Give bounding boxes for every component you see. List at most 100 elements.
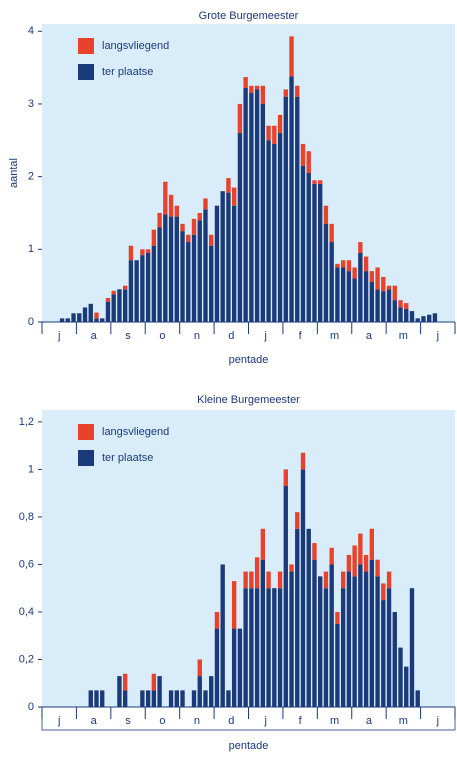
bar-segment (295, 528, 300, 707)
bar-segment (386, 571, 392, 589)
bar-segment (346, 271, 352, 322)
bar-segment (82, 307, 88, 322)
bar-segment (237, 628, 243, 707)
bar-segment (243, 571, 248, 589)
x-tick-label: m (399, 715, 408, 727)
bar-segment (277, 133, 283, 322)
bar-segment (203, 690, 208, 707)
bar-segment (386, 289, 392, 322)
bar-segment (266, 588, 271, 707)
bar-segment (209, 676, 214, 707)
bar-segment (191, 218, 197, 235)
bar-segment (346, 260, 352, 272)
bar-segment (300, 143, 306, 166)
bar-segment (122, 289, 128, 322)
bar-segment (226, 192, 231, 322)
bar-segment (300, 165, 306, 322)
bar-segment (381, 600, 386, 707)
bar-segment (363, 554, 369, 572)
bar-segment (122, 285, 128, 290)
bar-segment (369, 559, 375, 707)
bar-segment (392, 285, 397, 301)
legend-swatch (78, 64, 94, 80)
bar-segment (71, 313, 76, 322)
bar-segment (197, 212, 202, 221)
bar-segment (369, 528, 375, 560)
x-tick-label: a (91, 715, 98, 727)
bar-segment (358, 252, 363, 322)
bar-segment (94, 318, 99, 322)
bar-segment (404, 666, 409, 707)
bar-segment (329, 242, 334, 322)
y-tick-label: 2 (28, 171, 34, 183)
bar-segment (266, 571, 271, 589)
bar-segment (427, 314, 432, 322)
bar-segment (398, 300, 403, 308)
bar-segment (329, 564, 334, 707)
bar-segment (386, 285, 392, 290)
bar-segment (312, 559, 317, 707)
x-tick-label: j (263, 715, 266, 727)
bar-segment (363, 571, 369, 707)
legend-swatch (78, 450, 94, 466)
bar-segment (88, 690, 93, 707)
bar-segment (243, 87, 248, 323)
bar-segment (340, 588, 346, 707)
bar-segment (122, 673, 128, 691)
bar-segment (272, 143, 277, 322)
y-tick-label: 1 (28, 463, 34, 475)
bar-segment (77, 313, 82, 322)
y-tick-label: 1 (28, 243, 34, 255)
bar-segment (289, 571, 294, 707)
bar-segment (358, 564, 363, 707)
bar-segment (128, 260, 134, 322)
bar-segment (186, 234, 191, 243)
bar-segment (163, 214, 168, 322)
bar-segment (289, 76, 294, 322)
bar-segment (243, 588, 248, 707)
bar-segment (318, 576, 323, 707)
bar-segment (145, 690, 151, 707)
bar-segment (289, 36, 294, 77)
bar-segment (100, 318, 105, 322)
bar-segment (277, 571, 283, 589)
bar-segment (105, 298, 111, 302)
x-tick-label: a (91, 330, 98, 342)
bar-segment (392, 300, 397, 322)
bar-segment (134, 260, 139, 322)
bar-segment (197, 676, 202, 707)
bar-segment (65, 318, 70, 322)
bar-segment (237, 133, 243, 322)
legend-label: ter plaatse (102, 452, 153, 464)
bar-segment (145, 249, 151, 253)
bar-segment (254, 89, 260, 322)
bar-segment (168, 194, 174, 217)
bar-segment (300, 469, 306, 707)
bar-segment (346, 571, 352, 707)
bar-segment (186, 242, 191, 322)
bar-segment (283, 469, 288, 487)
bar-segment (94, 690, 99, 707)
bar-segment (203, 209, 208, 322)
legend-label: langsvliegend (102, 426, 169, 438)
bar-segment (346, 554, 352, 572)
bar-segment (306, 151, 311, 173)
bar-segment (140, 255, 145, 322)
bar-segment (306, 528, 311, 707)
bar-segment (318, 183, 323, 322)
x-tick-label: m (330, 330, 339, 342)
x-tick-label: j (57, 715, 60, 727)
bar-segment (386, 588, 392, 707)
legend-swatch (78, 424, 94, 440)
bar-segment (260, 85, 266, 104)
bar-segment (197, 659, 202, 677)
bar-segment (409, 588, 415, 707)
bar-segment (375, 576, 380, 707)
bar-segment (421, 316, 426, 322)
bar-segment (369, 282, 375, 322)
bar-segment (335, 611, 340, 624)
bar-segment (312, 543, 317, 560)
bar-segment (398, 307, 403, 322)
bar-segment (409, 311, 415, 322)
bar-segment (415, 318, 420, 322)
